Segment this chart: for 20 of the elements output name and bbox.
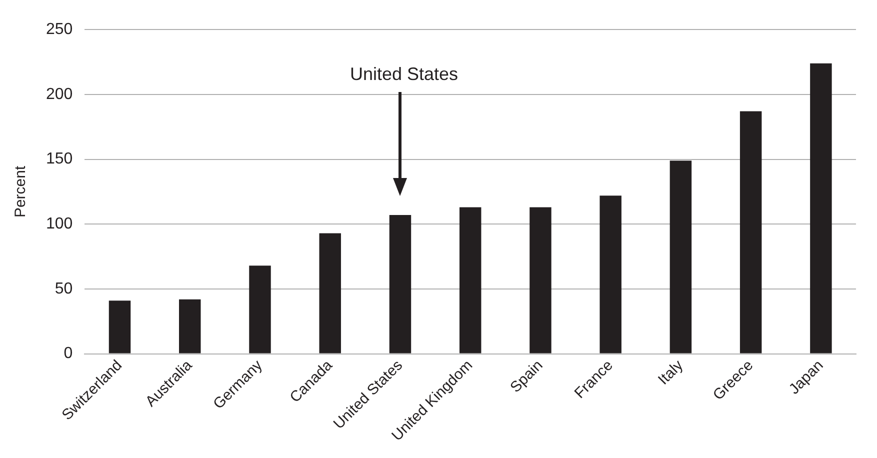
bar — [670, 160, 692, 354]
bar — [108, 300, 131, 354]
bar — [530, 207, 552, 354]
x-tick-label: Italy — [654, 356, 687, 388]
bar — [459, 207, 482, 354]
y-tick-label: 100 — [46, 216, 73, 233]
bar — [179, 299, 201, 354]
annotation: United States — [348, 64, 460, 85]
bar — [810, 63, 832, 354]
y-axis-title: Percent — [12, 165, 30, 218]
bar — [319, 233, 341, 354]
y-tick-label: 150 — [46, 150, 73, 168]
bar — [389, 215, 412, 354]
y-tick-label: 50 — [54, 280, 73, 298]
bar — [249, 266, 271, 354]
y-tick-label: 0 — [64, 345, 73, 362]
y-tick-label: 250 — [46, 21, 73, 38]
y-tick-label: 200 — [46, 86, 73, 103]
bar — [740, 111, 762, 354]
bar — [600, 196, 622, 354]
